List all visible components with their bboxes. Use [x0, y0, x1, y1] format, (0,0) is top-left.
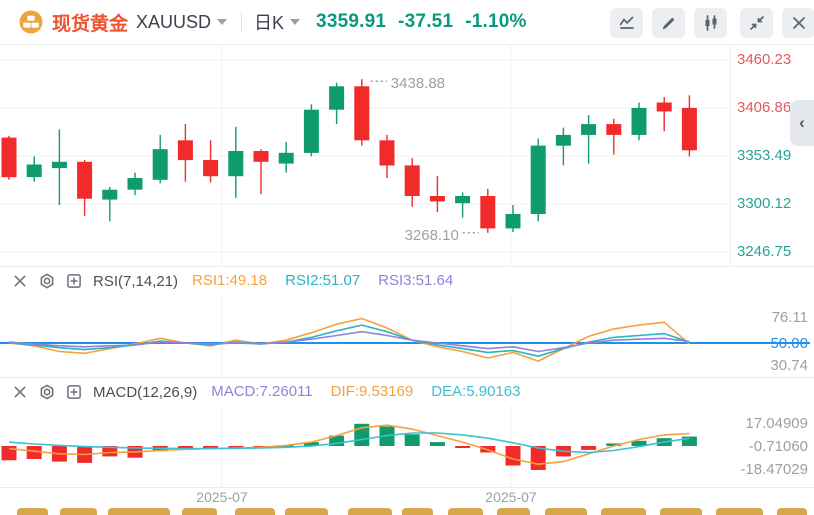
macd-param-value: MACD:7.26011: [211, 383, 313, 400]
period-selector[interactable]: 日K: [254, 13, 285, 33]
indicator-button[interactable]: [610, 8, 643, 38]
price-tick-label: 3300.12: [737, 195, 792, 212]
last-price: 3359.91: [316, 11, 387, 32]
toolbar-button[interactable]: [660, 508, 702, 515]
settings-gear-icon: [40, 384, 54, 400]
candle-style-button[interactable]: [694, 8, 727, 38]
rsi-indicator-name: RSI(7,14,21): [93, 272, 179, 290]
draw-button[interactable]: [652, 8, 685, 38]
candle-style-icon: [705, 15, 716, 31]
macd-close-button[interactable]: [12, 384, 28, 400]
macd-axis-label: -0.71060: [748, 438, 808, 455]
rsi-separator: [0, 266, 814, 267]
toolbar-button[interactable]: [17, 508, 48, 515]
rsi-param-value: RSI2:51.07: [285, 272, 361, 289]
toolbar-button[interactable]: [348, 508, 392, 515]
price-axis-border: [730, 45, 731, 265]
toolbar-button[interactable]: [777, 508, 807, 515]
symbol-dropdown-caret-icon[interactable]: [217, 19, 228, 25]
macd-expand-button[interactable]: [66, 384, 82, 400]
quote-group: 3359.91 -37.51 -1.10%: [316, 11, 539, 33]
price-tick-label: 3406.86: [737, 99, 792, 116]
price-tick-label: 3460.23: [737, 51, 792, 68]
toolbar-button[interactable]: [545, 508, 587, 515]
draw-pencil-icon: [662, 17, 674, 30]
gold-coin-icon: [19, 10, 43, 34]
close-icon: [792, 17, 805, 29]
macd-header: MACD(12,26,9) MACD:7.26011 DIF:9.53169 DEA…: [0, 379, 712, 405]
header-divider: [241, 12, 243, 32]
toolbar-button[interactable]: [402, 508, 433, 515]
toolbar-button[interactable]: [182, 508, 217, 515]
close-icon: [14, 275, 26, 287]
price-change: -37.51: [398, 11, 454, 32]
toolbar-button[interactable]: [716, 508, 763, 515]
svg-text:3438.88: 3438.88: [391, 75, 445, 92]
macd-axis-label: 17.04909: [745, 415, 808, 432]
expand-plus-icon: [67, 274, 81, 288]
macd-axis-label: -18.47029: [740, 461, 808, 478]
toolbar-button[interactable]: [448, 508, 483, 515]
toolbar-button[interactable]: [235, 508, 275, 515]
price-change-pct: -1.10%: [465, 11, 527, 32]
macd-settings-button[interactable]: [39, 384, 55, 400]
candlestick-chart[interactable]: 3438.88 3268.10: [0, 45, 730, 265]
collapse-arrows-icon: [749, 16, 764, 30]
rsi-settings-button[interactable]: [39, 273, 55, 289]
toolbar-button[interactable]: [601, 508, 646, 515]
toolbar-button[interactable]: [497, 508, 530, 515]
rsi-axis-label: 76.11: [771, 309, 808, 326]
chevron-left-icon: ‹: [799, 113, 805, 132]
period-dropdown-caret-icon[interactable]: [290, 19, 301, 25]
close-chart-button[interactable]: [782, 8, 814, 38]
rsi-params: RSI1:49.18 RSI2:51.07 RSI3:51.64: [192, 272, 471, 290]
rsi-axis-label: 50.00: [770, 335, 808, 352]
macd-chart[interactable]: [0, 405, 814, 487]
bottom-toolbar: [0, 505, 814, 515]
rsi-header: RSI(7,14,21) RSI1:49.18 RSI2:51.07 RSI3:51…: [0, 268, 712, 294]
macd-params: MACD:7.26011 DIF:9.53169 DEA:5.90163: [211, 383, 538, 401]
toolbar-button[interactable]: [285, 508, 328, 515]
expand-plus-icon: [67, 385, 81, 399]
macd-param-value: DIF:9.53169: [330, 383, 414, 400]
rsi-expand-button[interactable]: [66, 273, 82, 289]
rsi-param-value: RSI1:49.18: [192, 272, 268, 289]
rsi-param-value: RSI3:51.64: [378, 272, 454, 289]
svg-text:3268.10: 3268.10: [405, 227, 459, 244]
price-tick-label: 3246.75: [737, 243, 792, 260]
rsi-close-button[interactable]: [12, 273, 28, 289]
header-bar: 现货黄金 XAUUSD 日K 3359.91 -37.51 -1.10%: [0, 0, 814, 44]
panel-collapse-tab[interactable]: ‹: [790, 100, 814, 146]
macd-indicator-name: MACD(12,26,9): [93, 383, 198, 401]
close-icon: [14, 386, 26, 398]
time-axis-label: 2025-07: [196, 489, 248, 505]
toolbar-button[interactable]: [108, 508, 170, 515]
indicator-icon: [619, 16, 634, 29]
time-axis-label: 2025-07: [485, 489, 537, 505]
header-separator: [0, 44, 814, 45]
macd-separator: [0, 377, 814, 378]
collapse-button[interactable]: [740, 8, 773, 38]
settings-gear-icon: [40, 273, 54, 289]
price-tick-label: 3353.49: [737, 147, 792, 164]
xaxis-separator: [0, 487, 814, 488]
symbol-label[interactable]: XAUUSD: [136, 11, 212, 32]
toolbar-button[interactable]: [60, 508, 97, 515]
instrument-name: 现货黄金: [52, 13, 129, 35]
macd-param-value: DEA:5.90163: [431, 383, 521, 400]
header-buttons: [610, 8, 814, 38]
rsi-chart[interactable]: [0, 295, 814, 377]
rsi-axis-label: 30.74: [770, 357, 808, 374]
